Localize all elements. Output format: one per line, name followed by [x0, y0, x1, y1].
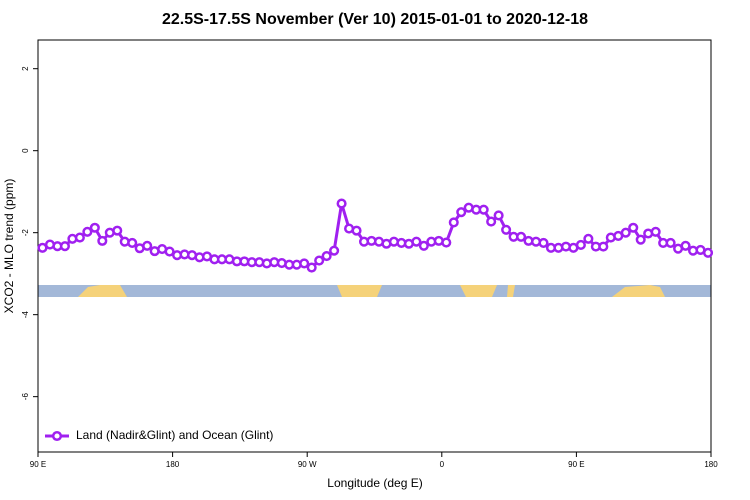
data-point — [538, 237, 549, 248]
data-point — [306, 262, 317, 273]
data-point — [620, 227, 631, 238]
data-point — [74, 232, 85, 243]
data-point — [336, 198, 347, 209]
chart-title: 22.5S-17.5S November (Ver 10) 2015-01-01… — [162, 11, 588, 28]
y-tick-label: 2 — [21, 66, 30, 71]
x-tick-label: 180 — [166, 460, 180, 469]
y-tick-label: -4 — [21, 311, 30, 319]
data-point — [486, 216, 497, 227]
land-strip — [78, 285, 127, 297]
data-point — [82, 226, 93, 237]
legend-marker — [51, 430, 63, 442]
data-point — [441, 237, 452, 248]
x-tick-label: 0 — [440, 460, 445, 469]
y-tick-label: -6 — [21, 393, 30, 401]
data-point — [411, 236, 422, 247]
data-point — [314, 255, 325, 266]
data-point — [583, 233, 594, 244]
data-point — [493, 210, 504, 221]
surface-strip — [38, 285, 711, 297]
data-point — [59, 241, 70, 252]
land-strip — [337, 285, 382, 297]
data-point — [516, 231, 527, 242]
data-point — [97, 235, 108, 246]
x-tick-label: 90 W — [298, 460, 317, 469]
data-point — [448, 217, 459, 228]
x-tick-label: 90 E — [30, 460, 46, 469]
data-point — [478, 204, 489, 215]
data-point — [351, 225, 362, 236]
data-point — [299, 258, 310, 269]
data-point — [650, 226, 661, 237]
land-strip — [460, 285, 497, 297]
y-tick-label: 0 — [21, 148, 30, 153]
legend-label: Land (Nadir&Glint) and Ocean (Glint) — [76, 428, 273, 442]
land-strip — [612, 285, 665, 297]
data-point — [680, 240, 691, 251]
data-point — [112, 225, 123, 236]
data-point — [142, 240, 153, 251]
data-point — [164, 246, 175, 257]
x-tick-label: 90 E — [568, 460, 584, 469]
data-point — [598, 241, 609, 252]
data-point — [127, 237, 138, 248]
data-point — [418, 240, 429, 251]
data-point — [501, 224, 512, 235]
data-point — [575, 239, 586, 251]
data-point — [665, 237, 676, 248]
data-point — [628, 222, 639, 233]
y-tick-label: -2 — [21, 229, 30, 237]
data-point — [321, 250, 332, 262]
data-point — [329, 245, 340, 256]
x-axis-label: Longitude (deg E) — [327, 476, 422, 490]
data-point — [702, 247, 714, 258]
data-point — [456, 207, 467, 218]
land-strip — [507, 285, 515, 297]
y-axis-label: XCO2 - MLO trend (ppm) — [2, 179, 16, 314]
data-point — [635, 234, 646, 245]
data-point — [89, 222, 100, 233]
x-tick-label: 180 — [704, 460, 718, 469]
